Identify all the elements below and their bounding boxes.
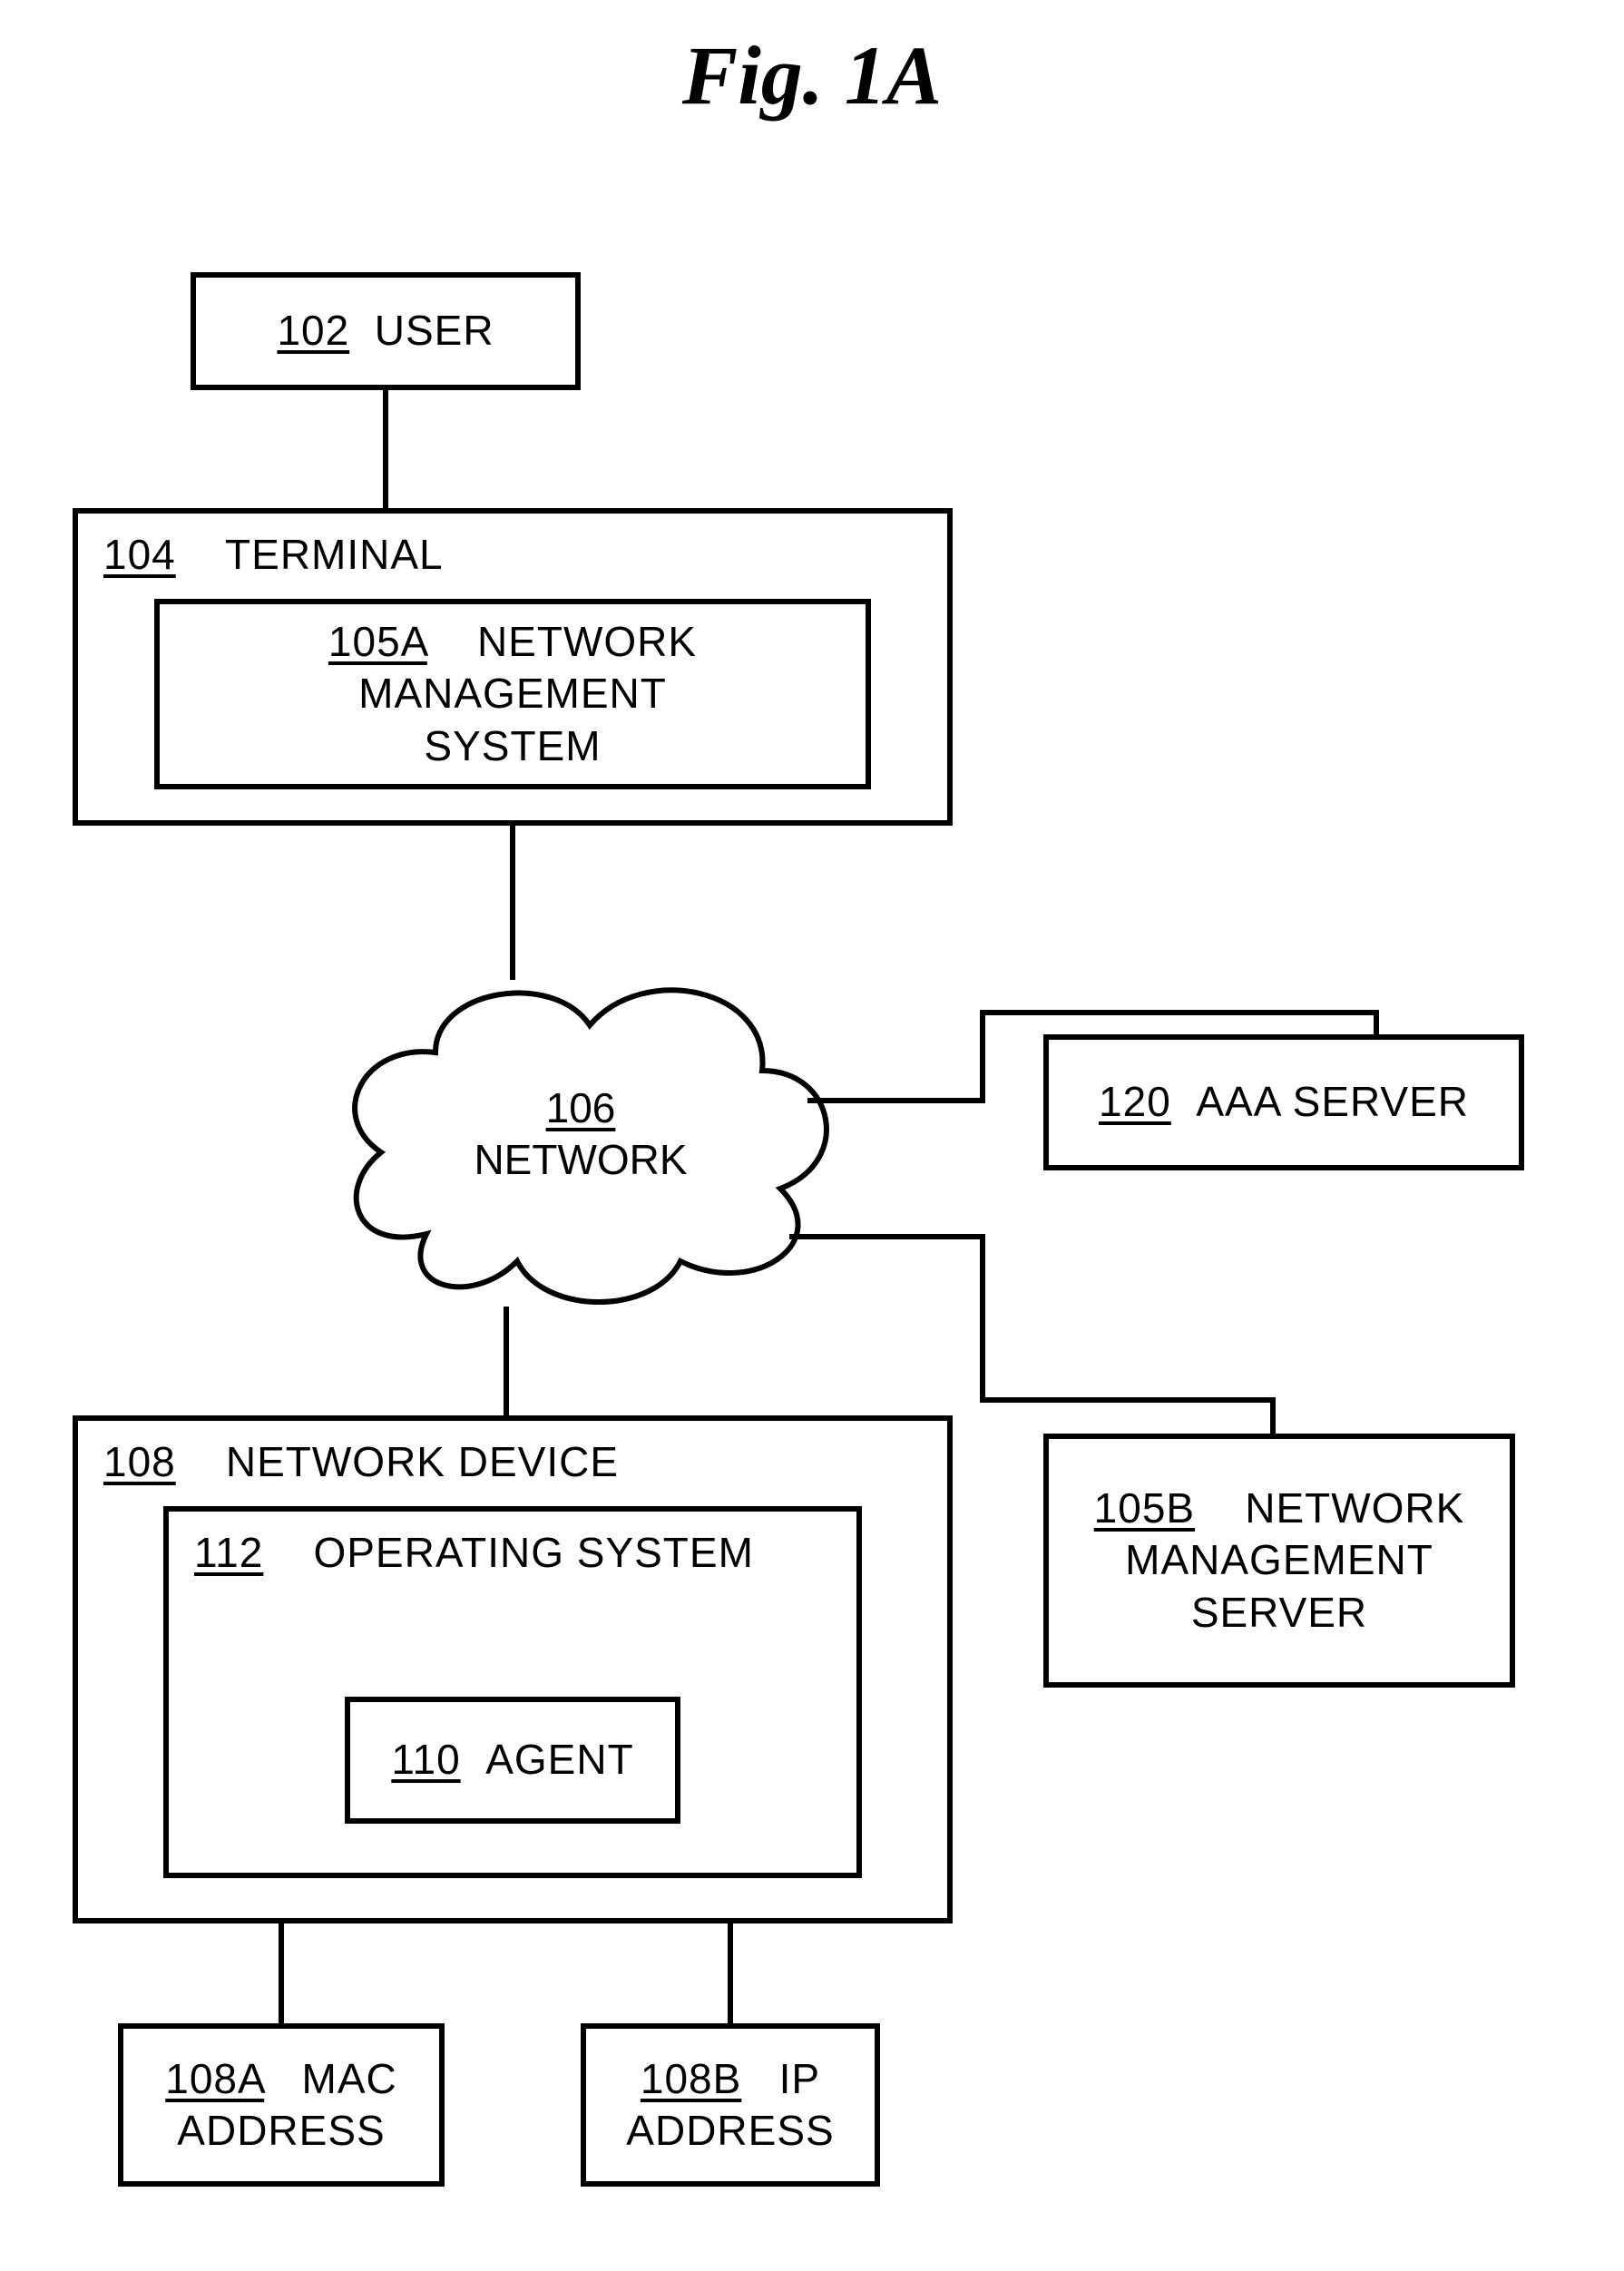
label-ip-1: IP	[779, 2055, 820, 2102]
edge-network-aaa-cloud	[807, 1098, 985, 1103]
ref-nms-server: 105B	[1094, 1484, 1195, 1532]
node-nms: 105A NETWORK MANAGEMENT SYSTEM	[154, 599, 871, 789]
label-aaa: AAA SERVER	[1196, 1076, 1469, 1129]
label-user: USER	[375, 305, 494, 357]
node-aaa: 120 AAA SERVER	[1043, 1034, 1524, 1170]
edge-network-nmserver-v	[980, 1234, 985, 1397]
ref-nms: 105A	[328, 618, 427, 665]
label-nms-server-2: MANAGEMENT	[1125, 1536, 1433, 1583]
ref-aaa: 120	[1099, 1076, 1171, 1129]
edge-user-terminal	[383, 390, 388, 508]
edge-network-device	[504, 1307, 509, 1415]
label-os: OPERATING SYSTEM	[313, 1529, 753, 1576]
node-user: 102 USER	[191, 272, 581, 390]
ref-ip: 108B	[641, 2055, 741, 2102]
label-ip-2: ADDRESS	[626, 2105, 834, 2158]
ref-os: 112	[194, 1529, 263, 1576]
label-terminal: TERMINAL	[225, 531, 444, 578]
ref-agent: 110	[391, 1734, 460, 1786]
node-ip: 108B IP ADDRESS	[581, 2023, 880, 2187]
ref-network-device: 108	[103, 1438, 176, 1485]
edge-network-nmserver-h1	[789, 1234, 984, 1239]
edge-network-nmserver-h2	[980, 1397, 1275, 1403]
label-nms-2: SYSTEM	[424, 722, 601, 769]
label-mac-2: ADDRESS	[177, 2105, 385, 2158]
edge-network-aaa-riser	[980, 1010, 985, 1101]
label-network-device: NETWORK DEVICE	[226, 1438, 619, 1485]
label-network: NETWORK	[474, 1136, 687, 1183]
ref-network: 106	[546, 1084, 616, 1131]
label-mac-1: MAC	[302, 2055, 397, 2102]
label-agent: AGENT	[485, 1734, 633, 1786]
edge-network-aaa	[980, 1010, 1379, 1015]
node-agent: 110 AGENT	[345, 1697, 680, 1824]
label-nms-server-3: SERVER	[1191, 1589, 1367, 1636]
edge-device-ip	[728, 1923, 733, 2023]
node-network: 106 NETWORK	[318, 944, 844, 1325]
ref-terminal: 104	[103, 531, 176, 578]
node-nms-server: 105B NETWORK MANAGEMENT SERVER	[1043, 1434, 1515, 1688]
label-nms-server-1: NETWORK	[1245, 1484, 1464, 1532]
ref-user: 102	[277, 305, 349, 357]
edge-device-mac	[279, 1923, 284, 2023]
node-mac: 108A MAC ADDRESS	[118, 2023, 445, 2187]
figure-title: Fig. 1A	[0, 27, 1624, 123]
ref-mac: 108A	[165, 2055, 264, 2102]
